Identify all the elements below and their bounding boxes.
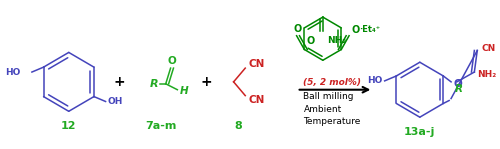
- Text: O: O: [352, 25, 360, 35]
- Text: CN: CN: [248, 94, 264, 105]
- Text: HO: HO: [368, 76, 382, 85]
- Text: 12: 12: [61, 121, 76, 131]
- Text: R: R: [455, 84, 463, 94]
- Text: (5, 2 mol%): (5, 2 mol%): [304, 78, 362, 87]
- Text: O: O: [453, 79, 462, 89]
- Text: CN: CN: [481, 44, 496, 53]
- Text: O: O: [167, 56, 176, 66]
- Text: 7a-m: 7a-m: [145, 121, 176, 131]
- Text: 13a-j: 13a-j: [404, 127, 436, 137]
- Text: H: H: [180, 86, 189, 96]
- Text: ·Et₄⁺: ·Et₄⁺: [359, 25, 380, 34]
- Text: OH: OH: [108, 97, 123, 106]
- Text: CN: CN: [248, 59, 264, 69]
- Text: R: R: [150, 79, 158, 89]
- Text: Temperature: Temperature: [304, 117, 361, 126]
- Text: +: +: [200, 75, 212, 89]
- Text: +: +: [114, 75, 125, 89]
- Text: HO: HO: [5, 67, 20, 77]
- Text: O: O: [294, 24, 302, 34]
- Text: NH₂: NH₂: [326, 36, 346, 45]
- Text: 8: 8: [234, 121, 242, 131]
- Text: NH₂: NH₂: [478, 70, 496, 79]
- Text: Ambient: Ambient: [304, 105, 342, 114]
- Text: Ball milling: Ball milling: [304, 92, 354, 101]
- Text: O: O: [307, 36, 315, 46]
